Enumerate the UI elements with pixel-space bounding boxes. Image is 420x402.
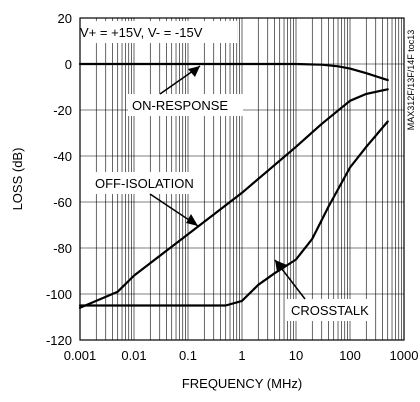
series-off-isolation [78, 88, 389, 309]
on-response-box [128, 94, 243, 116]
off-isolation-box [92, 172, 202, 194]
annotations: V+ = +15V, V- = -15V ON-RESPONSE OFF-ISO… [77, 21, 373, 321]
x-tick-label: 0.1 [179, 348, 197, 363]
y-tick-label: -100 [46, 287, 72, 302]
off-isolation-arrowhead [186, 214, 198, 226]
x-tick-label: 100 [339, 348, 361, 363]
y-tick-label: -40 [53, 149, 72, 164]
plot-frame [79, 17, 405, 341]
side-text: MAX312F/13F/14F toc13 [406, 30, 416, 131]
x-tick-label: 0.001 [64, 348, 97, 363]
y-axis-label: LOSS (dB) [10, 148, 25, 211]
series-crosstalk [78, 120, 389, 307]
crosstalk-arrowhead [275, 260, 287, 272]
x-tick-label: 1000 [390, 348, 419, 363]
y-tick-label: -20 [53, 103, 72, 118]
x-tick-label: 1 [238, 348, 245, 363]
y-tick-label: -120 [46, 333, 72, 348]
y-tick-label: -80 [53, 241, 72, 256]
x-axis-label: FREQUENCY (MHz) [182, 376, 302, 391]
y-tick-label: -60 [53, 195, 72, 210]
off-isolation-label: OFF-ISOLATION [95, 176, 194, 191]
x-tick-label: 0.01 [121, 348, 146, 363]
on-response-arrowhead [188, 66, 200, 77]
y-tick-label: 0 [65, 57, 72, 72]
on-response-label: ON-RESPONSE [132, 98, 228, 113]
y-tick-label: 20 [58, 11, 72, 26]
crosstalk-label: CROSSTALK [291, 303, 369, 318]
condition-label: V+ = +15V, V- = -15V [80, 25, 203, 40]
crosstalk-box [287, 299, 373, 321]
series-layer [78, 62, 389, 309]
condition-box [77, 21, 237, 43]
series-on-response [78, 62, 389, 82]
tick-labels: 0.001 0.01 0.1 1 10 100 1000 20 0 -20 -40 -60 -80 -10… [46, 11, 418, 363]
x-tick-label: 10 [289, 348, 303, 363]
